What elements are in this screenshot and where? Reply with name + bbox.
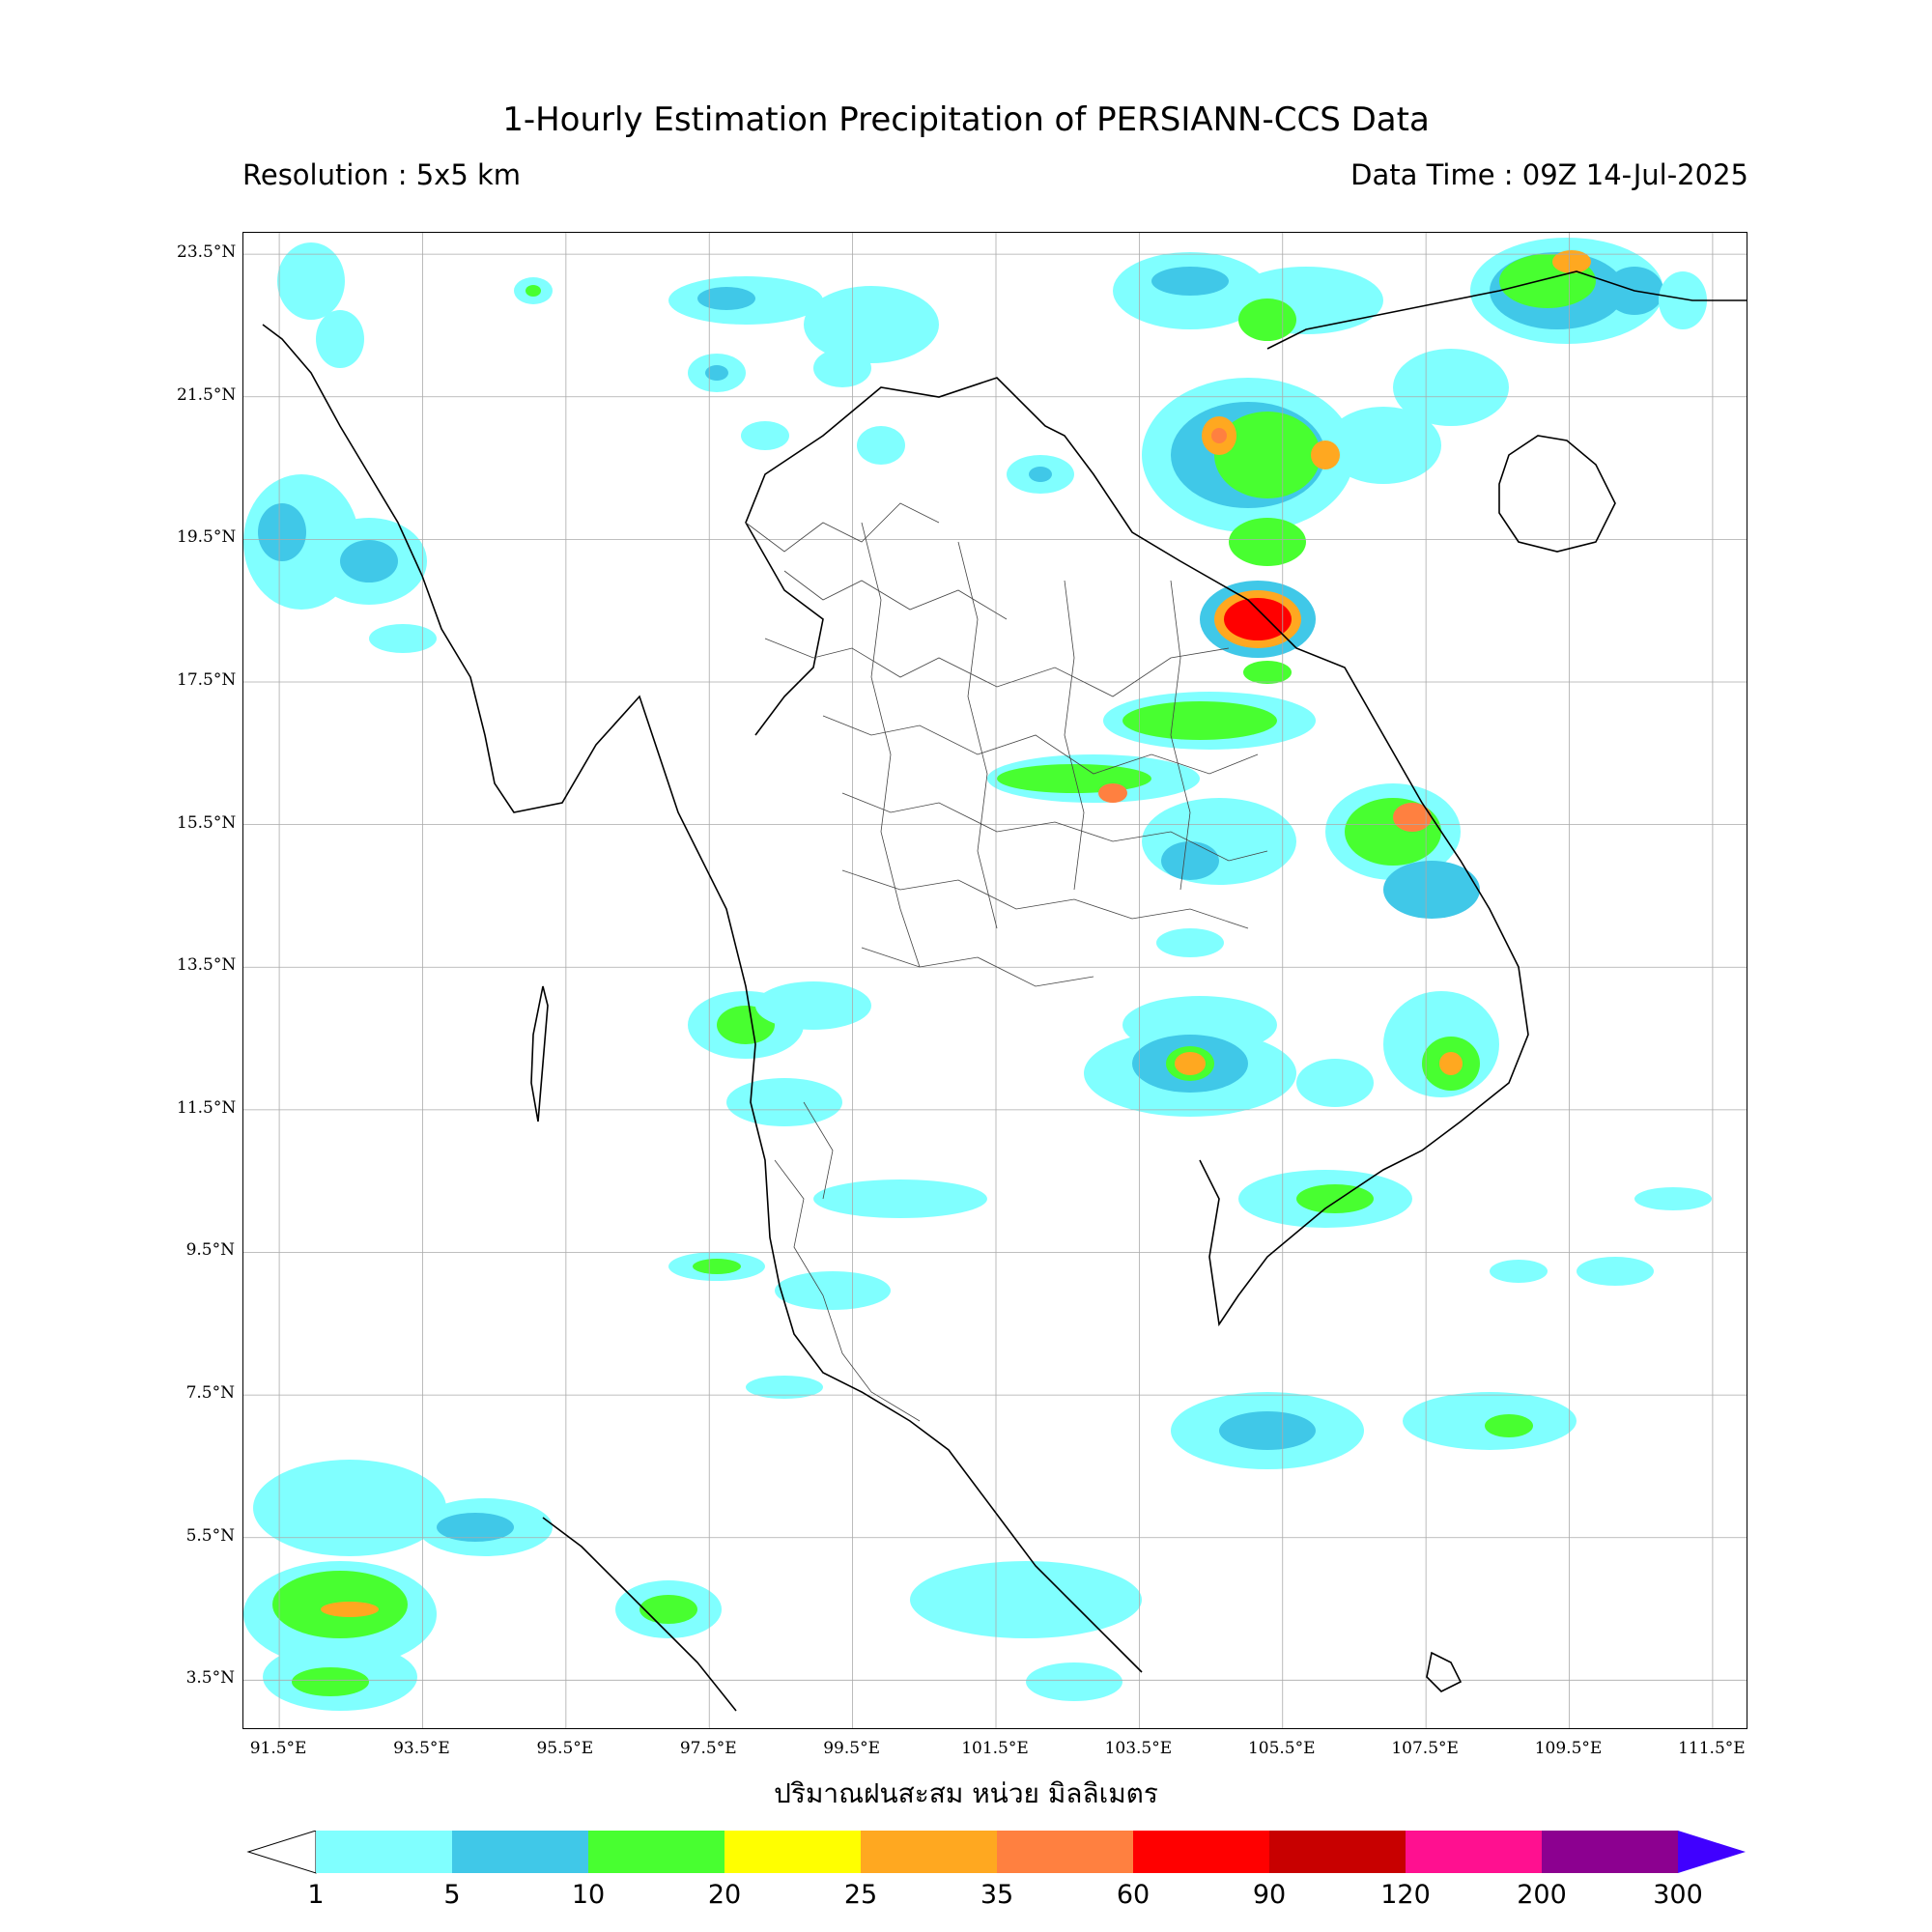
lon-tick-label: 95.5°E xyxy=(536,1739,594,1758)
colorbar-segment xyxy=(1269,1831,1406,1873)
colorbar-tick-label: 200 xyxy=(1517,1880,1567,1910)
lat-tick-label: 17.5°N xyxy=(177,670,237,690)
resolution-label: Resolution : 5x5 km xyxy=(242,158,522,191)
lat-tick-label: 7.5°N xyxy=(185,1383,235,1404)
colorbar-tick-label: 25 xyxy=(843,1880,878,1910)
lat-tick-label: 5.5°N xyxy=(185,1525,235,1546)
lon-tick-label: 93.5°E xyxy=(393,1739,450,1758)
lat-tick-label: 11.5°N xyxy=(177,1097,237,1118)
precip-layer xyxy=(243,238,1712,1711)
colorbar-segment xyxy=(452,1831,588,1873)
precipitation-map xyxy=(242,232,1747,1729)
colorbar xyxy=(246,1831,1746,1874)
colorbar-tick-label: 300 xyxy=(1653,1880,1703,1910)
data-time-label: Data Time : 09Z 14-Jul-2025 xyxy=(1350,158,1748,191)
lat-tick-label: 21.5°N xyxy=(177,384,237,405)
lon-tick-label: 91.5°E xyxy=(249,1739,307,1758)
map-svg xyxy=(243,233,1747,1728)
lon-tick-label: 97.5°E xyxy=(679,1739,737,1758)
colorbar-segment xyxy=(588,1831,724,1873)
lon-tick-label: 99.5°E xyxy=(823,1739,880,1758)
colorbar-segment xyxy=(724,1831,861,1873)
lat-tick-label: 13.5°N xyxy=(177,955,237,976)
colorbar-segment xyxy=(861,1831,997,1873)
colorbar-tick-label: 120 xyxy=(1380,1880,1431,1910)
province-boundaries xyxy=(745,502,1268,1422)
lat-tick-label: 9.5°N xyxy=(185,1240,235,1261)
lon-tick-label: 101.5°E xyxy=(961,1739,1029,1758)
lat-tick-label: 3.5°N xyxy=(185,1668,235,1689)
colorbar-segment xyxy=(997,1831,1133,1873)
coastlines xyxy=(262,270,1747,1712)
lat-tick-label: 23.5°N xyxy=(177,242,237,263)
lon-tick-label: 107.5°E xyxy=(1391,1739,1459,1758)
colorbar-tick-label: 90 xyxy=(1252,1880,1287,1910)
colorbar-tick-label: 35 xyxy=(980,1880,1014,1910)
colorbar-tick-label: 20 xyxy=(707,1880,742,1910)
lon-tick-label: 111.5°E xyxy=(1678,1739,1746,1758)
lat-tick-label: 19.5°N xyxy=(177,527,237,548)
colorbar-segment xyxy=(1133,1831,1269,1873)
lon-tick-label: 109.5°E xyxy=(1534,1739,1603,1758)
colorbar-under-arrow xyxy=(246,1831,317,1874)
colorbar-tick-label: 10 xyxy=(571,1880,606,1910)
lon-tick-label: 105.5°E xyxy=(1247,1739,1316,1758)
colorbar-tick-label: 60 xyxy=(1116,1880,1151,1910)
chart-title: 1-Hourly Estimation Precipitation of PER… xyxy=(502,100,1430,139)
lat-tick-label: 15.5°N xyxy=(177,812,237,833)
colorbar-segment xyxy=(1542,1831,1678,1873)
colorbar-tick-label: 1 xyxy=(307,1880,325,1910)
colorbar-over-arrow xyxy=(1678,1831,1746,1873)
colorbar-tick-label: 5 xyxy=(443,1880,461,1910)
colorbar-unit-label: ปริมาณฝนสะสม หน่วย มิลลิเมตร xyxy=(774,1777,1158,1809)
colorbar-segment xyxy=(316,1831,452,1873)
colorbar-segment xyxy=(1406,1831,1542,1873)
lon-tick-label: 103.5°E xyxy=(1104,1739,1173,1758)
grid-lines xyxy=(243,233,1747,1728)
